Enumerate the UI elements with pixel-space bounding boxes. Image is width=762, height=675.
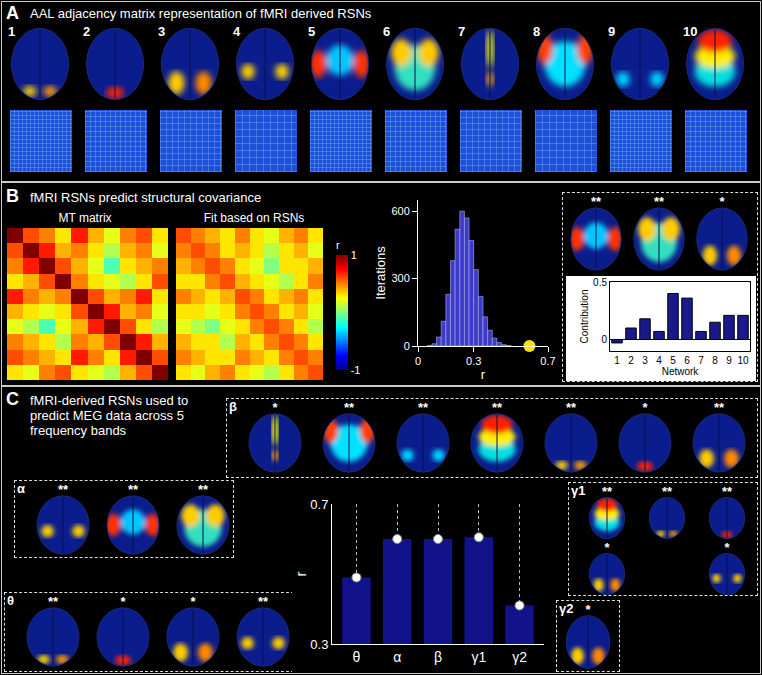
svg-text:9: 9 [726,355,732,366]
html-text:7: 7 [458,24,466,39]
svg-text:5: 5 [670,355,676,366]
svg-text:2: 2 [628,355,634,366]
svg-text:β: β [434,649,442,665]
svg-text:r: r [292,572,309,577]
svg-text:0.7: 0.7 [310,497,328,512]
svg-text:4: 4 [656,355,662,366]
svg-text:-1: -1 [351,364,361,376]
svg-text:600: 600 [391,205,409,217]
svg-text:0: 0 [415,355,421,367]
svg-text:0: 0 [601,334,607,345]
html-text:MT matrix: MT matrix [58,211,112,225]
html-text:fMRI RSNs predict structural c: fMRI RSNs predict structural covariance [30,190,262,205]
svg-text:10: 10 [737,355,749,366]
svg-text:0: 0 [404,340,410,352]
html-text:8: 8 [533,24,541,39]
svg-text:r: r [336,239,340,251]
html-text:AAL adjacency matrix represent: AAL adjacency matrix representation of f… [30,6,372,21]
svg-text:Contribution: Contribution [579,290,590,344]
svg-text:1: 1 [614,355,620,366]
html-text:γ1: γ1 [571,483,586,498]
html-text:C: C [6,389,19,409]
html-text:α: α [17,481,25,496]
html-text:6: 6 [383,24,391,39]
html-text:B: B [6,186,19,206]
html-text:2: 2 [83,24,91,39]
svg-text:0.3: 0.3 [310,637,328,652]
svg-text:Network: Network [662,366,700,377]
html-text:1: 1 [8,24,16,39]
svg-text:θ: θ [353,649,361,665]
svg-text:300: 300 [391,272,409,284]
html-text:fMRI-derived RSNs used to pred: fMRI-derived RSNs used to predict MEG da… [30,393,189,438]
svg-text:6: 6 [684,355,690,366]
html-text:A: A [6,3,19,23]
html-text:θ: θ [7,593,14,608]
svg-text:0.7: 0.7 [540,355,555,367]
html-text:γ2: γ2 [559,601,574,616]
html-text:10: 10 [683,24,698,39]
html-text:5: 5 [308,24,316,39]
html-text:β: β [229,399,237,414]
html-text:9: 9 [608,24,616,39]
html-text:4: 4 [233,24,241,39]
svg-text:γ2: γ2 [512,649,527,665]
svg-text:γ1: γ1 [471,649,486,665]
svg-text:1: 1 [351,249,357,261]
html-text:3: 3 [158,24,166,39]
svg-text:0.5: 0.5 [593,277,607,288]
svg-text:8: 8 [712,355,718,366]
svg-text:7: 7 [698,355,704,366]
svg-text:0.3: 0.3 [466,355,481,367]
html-text:Fit based on RSNs: Fit based on RSNs [203,211,305,225]
svg-text:3: 3 [642,355,648,366]
svg-text:α: α [393,649,401,665]
svg-text:Iterations: Iterations [373,246,388,300]
svg-text:r: r [481,367,486,382]
